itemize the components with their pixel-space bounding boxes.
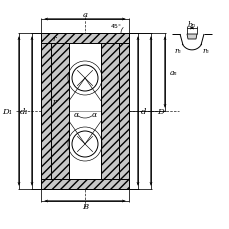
Polygon shape <box>41 179 128 189</box>
Text: rₙ: rₙ <box>174 47 181 55</box>
Polygon shape <box>41 34 128 44</box>
Polygon shape <box>101 44 118 179</box>
Polygon shape <box>118 34 128 189</box>
Circle shape <box>72 66 98 92</box>
Text: d₁: d₁ <box>20 108 29 115</box>
Text: 45°: 45° <box>110 25 121 29</box>
Circle shape <box>72 131 98 157</box>
Polygon shape <box>51 44 69 179</box>
Text: r: r <box>52 35 56 43</box>
Text: D: D <box>156 108 163 115</box>
Circle shape <box>70 64 100 94</box>
Text: d: d <box>140 108 146 115</box>
Polygon shape <box>69 44 101 179</box>
Text: bₙ: bₙ <box>187 21 195 29</box>
Text: a: a <box>82 11 87 19</box>
Polygon shape <box>41 34 51 189</box>
Text: B: B <box>82 202 88 210</box>
Text: α: α <box>91 111 96 118</box>
Text: α: α <box>73 111 78 118</box>
Text: r: r <box>52 98 56 106</box>
Text: aₙ: aₙ <box>169 69 177 77</box>
Text: D₁: D₁ <box>2 108 12 115</box>
Circle shape <box>70 129 100 159</box>
Polygon shape <box>186 35 196 40</box>
Text: rₙ: rₙ <box>202 47 208 55</box>
